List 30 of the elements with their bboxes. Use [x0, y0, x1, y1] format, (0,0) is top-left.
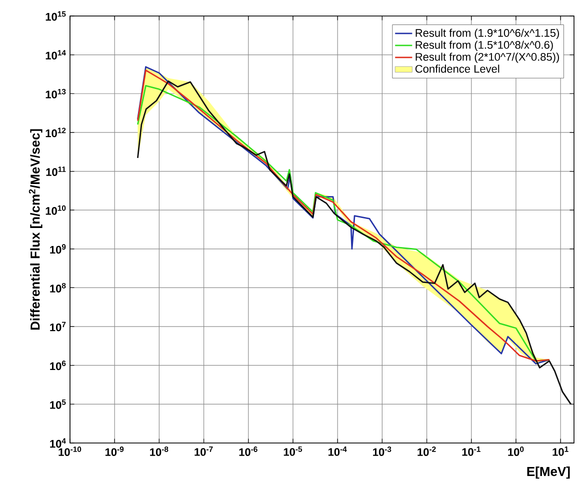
- x-tick-label: 10$^{-1}$: [462, 446, 480, 456]
- legend-label: Result from (1.5*10^8/x^0.6): [416, 40, 553, 51]
- y-tick-label: 10$^{7}$: [50, 322, 66, 332]
- legend-label: Result from (2*10^7/(X^0.85)): [416, 52, 559, 63]
- y-tick-label: 10$^{14}$: [46, 50, 66, 60]
- y-tick-label: 10$^{8}$: [50, 282, 66, 292]
- y-tick-label: 10$^{5}$: [50, 399, 66, 409]
- x-tick-label: 10$^{-8}$: [150, 446, 168, 456]
- y-tick-label: 10$^{10}$: [46, 205, 66, 215]
- legend-label: Result from (1.9*10^6/x^1.15): [416, 28, 559, 39]
- x-tick-label: 10$^{-10}$: [58, 446, 82, 456]
- x-tick-label: 10$^{-7}$: [194, 446, 213, 456]
- x-tick-label: 10$^{0}$: [508, 446, 524, 456]
- x-axis-title: E[MeV]: [527, 466, 570, 479]
- x-tick-label: 10$^{-3}$: [373, 446, 392, 456]
- x-tick-label: 10$^{-5}$: [284, 446, 302, 456]
- y-tick-label: 10$^{15}$: [46, 11, 66, 21]
- x-tick-label: 10$^{-9}$: [105, 446, 124, 456]
- x-tick-label: 10$^{-4}$: [328, 446, 347, 456]
- x-tick-label: 10$^{1}$: [552, 446, 568, 456]
- x-tick-label: 10$^{-6}$: [239, 446, 258, 456]
- y-tick-label: 10$^{12}$: [46, 128, 66, 138]
- y-tick-label: 10$^{4}$: [50, 438, 66, 448]
- y-axis-title: Differential Flux [n/cm$^{2}$/MeV/sec]: [28, 129, 42, 330]
- legend-label: Confidence Level: [415, 64, 500, 73]
- y-tick-label: 10$^{13}$: [46, 88, 66, 98]
- y-tick-label: 10$^{6}$: [50, 360, 66, 370]
- x-tick-label: 10$^{-2}$: [418, 446, 436, 456]
- y-tick-label: 10$^{11}$: [46, 166, 66, 176]
- y-tick-label: 10$^{9}$: [50, 244, 66, 254]
